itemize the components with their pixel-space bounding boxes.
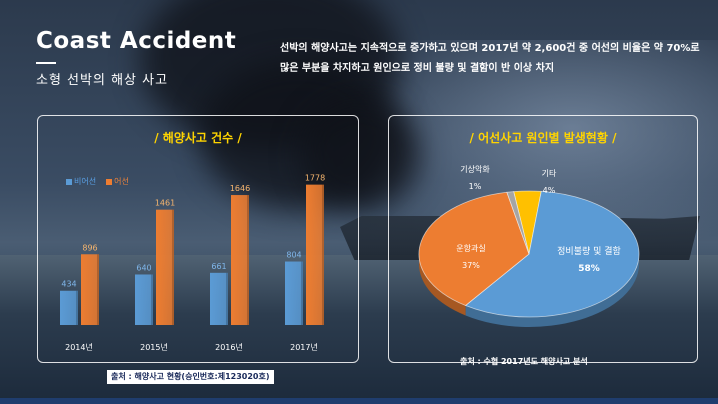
- bar-shade: [76, 290, 78, 325]
- bar-fishing: [156, 209, 174, 325]
- pie-value-label: 1%: [469, 182, 482, 191]
- title-divider: [36, 62, 56, 64]
- x-tick-label: 2015년: [140, 342, 168, 352]
- legend-item-fishing: 어선: [106, 176, 129, 187]
- bar-fishing: [81, 254, 99, 325]
- bar-non-fishing: [285, 261, 303, 325]
- summary-text: 선박의 해양사고는 지속적으로 증가하고 있으며 2017년 약 2,600건 …: [280, 43, 700, 74]
- bar-value-label: 1778: [305, 174, 325, 183]
- page-title: Coast Accident: [36, 28, 237, 54]
- pie-chart-source: 출처 : 수협 2017년도 해양사고 분석: [460, 357, 588, 366]
- pie-chart-title: / 어선사고 원인별 발생현황 /: [469, 131, 617, 145]
- bar-non-fishing: [60, 290, 78, 325]
- bar-value-label: 434: [61, 280, 76, 289]
- pie-slice: [506, 191, 530, 255]
- bar-non-fishing: [210, 272, 228, 325]
- bar-chart-source: 출처 : 해양사고 현황(승인번호:제123020호): [107, 370, 274, 384]
- pie-category-label: 운항과실: [456, 243, 485, 253]
- bar-chart: 434 896 2014년 640 1461 2015년 661 1646 2016년 804 17…: [60, 174, 325, 352]
- pie-value-label: 58%: [578, 264, 600, 274]
- bar-shade: [226, 272, 228, 325]
- bar-value-label: 640: [136, 263, 151, 272]
- x-tick-label: 2014년: [65, 342, 93, 352]
- bar-non-fishing: [135, 274, 153, 325]
- bar-legend: 비어선 어선: [66, 176, 129, 187]
- legend-item-non-fishing: 비어선: [66, 176, 96, 187]
- bar-shade: [97, 254, 99, 325]
- pie-value-label: 4%: [543, 186, 556, 195]
- pie-category-label: 기타: [542, 169, 557, 178]
- x-tick-label: 2017년: [290, 342, 318, 352]
- bar-fishing: [231, 195, 249, 325]
- pie-slice: [418, 191, 530, 306]
- pie-slice: [464, 190, 640, 318]
- pie-value-label: 37%: [462, 261, 480, 270]
- bar-fishing: [306, 184, 324, 325]
- bar-shade: [151, 274, 153, 325]
- bar-shade: [301, 261, 303, 325]
- bar-value-label: 661: [211, 262, 226, 271]
- fishing-cause-panel: / 어선사고 원인별 발생현황 / 정비불량 및 결함 58% 운항과실 37% 기상악…: [388, 115, 698, 363]
- accident-count-panel: / 해양사고 건수 / 비어선 어선 434 896 2014년 640 1461 201…: [37, 115, 359, 363]
- bar-value-label: 1461: [155, 199, 175, 208]
- bar-shade: [172, 209, 174, 325]
- bottom-accent-bar: [0, 398, 718, 404]
- legend-swatch: [106, 178, 113, 185]
- legend-label: 비어선: [74, 177, 97, 186]
- bar-shade: [322, 184, 324, 325]
- pie-chart: 정비불량 및 결함 58% 운항과실 37% 기상악화 1% 기타 4%: [418, 164, 640, 328]
- pie-category-label: 정비불량 및 결함: [557, 245, 621, 257]
- bar-value-label: 804: [286, 251, 301, 260]
- legend-swatch: [66, 178, 72, 185]
- bar-value-label: 1646: [230, 184, 250, 193]
- bar-shade: [247, 195, 249, 325]
- bar-value-label: 896: [82, 243, 97, 252]
- pie-slice-side: [465, 254, 639, 328]
- pie-category-label: 기상악화: [460, 164, 490, 174]
- legend-label: 어선: [114, 177, 129, 186]
- x-tick-label: 2016년: [215, 342, 243, 352]
- bar-chart-title: / 해양사고 건수 /: [154, 131, 242, 145]
- page-subtitle: 소형 선박의 해상 사고: [36, 73, 169, 88]
